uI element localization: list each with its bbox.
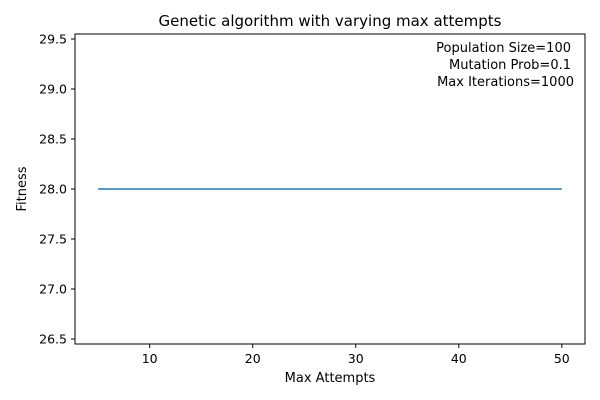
y-axis-label: Fitness — [15, 166, 30, 211]
y-tick-label: 28.5 — [39, 132, 67, 147]
annotation-population-size: Population Size=100 — [436, 41, 571, 56]
x-tick-label: 40 — [451, 351, 467, 366]
y-tick-label: 27.0 — [39, 282, 67, 297]
x-axis-ticks: 10 20 30 40 50 — [142, 344, 570, 366]
annotation-box: Population Size=100 Mutation Prob=0.1 Ma… — [436, 41, 574, 90]
y-tick-label: 29.0 — [39, 82, 67, 97]
x-tick-label: 50 — [554, 351, 570, 366]
x-tick-label: 20 — [245, 351, 261, 366]
y-axis-ticks: 26.5 27.0 27.5 28.0 28.5 29.0 29.5 — [39, 32, 75, 347]
x-axis-label: Max Attempts — [285, 371, 376, 386]
y-tick-label: 27.5 — [39, 232, 67, 247]
y-tick-label: 26.5 — [39, 332, 67, 347]
x-tick-label: 30 — [348, 351, 364, 366]
chart-title: Genetic algorithm with varying max attem… — [159, 12, 502, 30]
y-tick-label: 28.0 — [39, 182, 67, 197]
annotation-max-iterations: Max Iterations=1000 — [437, 75, 574, 90]
y-tick-label: 29.5 — [39, 32, 67, 47]
annotation-mutation-prob: Mutation Prob=0.1 — [449, 58, 571, 73]
x-tick-label: 10 — [142, 351, 158, 366]
